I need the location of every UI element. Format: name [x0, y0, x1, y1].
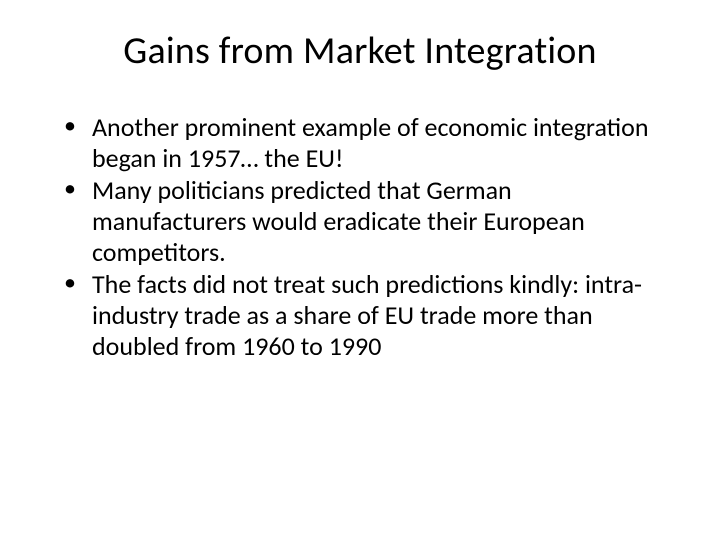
bullet-item: The facts did not treat such predictions…: [64, 269, 670, 361]
bullet-item: Another prominent example of economic in…: [64, 112, 670, 173]
slide-title: Gains from Market Integration: [50, 28, 670, 74]
bullet-item: Many politicians predicted that German m…: [64, 175, 670, 267]
slide-container: Gains from Market Integration Another pr…: [0, 0, 720, 540]
bullet-list: Another prominent example of economic in…: [50, 112, 670, 361]
